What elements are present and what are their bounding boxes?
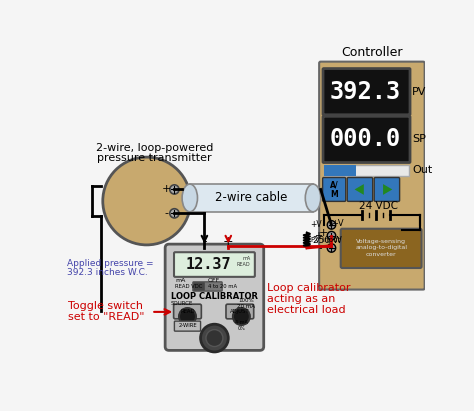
FancyBboxPatch shape (324, 165, 409, 175)
FancyBboxPatch shape (347, 178, 373, 201)
Text: 2-wire cable: 2-wire cable (215, 192, 288, 204)
FancyBboxPatch shape (190, 184, 313, 212)
FancyBboxPatch shape (193, 282, 222, 291)
FancyBboxPatch shape (319, 62, 425, 290)
Text: Voltage-sensing
analog-to-digital
converter: Voltage-sensing analog-to-digital conver… (355, 239, 407, 257)
Text: SP: SP (412, 134, 426, 144)
Text: PV: PV (412, 87, 427, 97)
FancyBboxPatch shape (324, 165, 356, 175)
FancyBboxPatch shape (341, 229, 421, 268)
FancyBboxPatch shape (193, 282, 205, 291)
FancyBboxPatch shape (226, 304, 254, 319)
Text: Loop calibrator: Loop calibrator (267, 283, 350, 293)
Text: mA
READ: mA READ (237, 256, 251, 267)
Text: 392.3 inches W.C.: 392.3 inches W.C. (66, 268, 147, 277)
FancyBboxPatch shape (173, 304, 201, 319)
Text: -: - (319, 243, 322, 253)
Text: +: + (314, 231, 322, 241)
Text: A/
M: A/ M (330, 180, 338, 199)
Text: ADJUST: ADJUST (230, 309, 250, 314)
Circle shape (170, 209, 179, 218)
Text: mA: mA (175, 278, 185, 283)
Text: LOOP CALIBRATOR: LOOP CALIBRATOR (171, 292, 258, 301)
Text: Controller: Controller (341, 46, 402, 58)
Circle shape (327, 244, 336, 252)
Text: SOURCE: SOURCE (170, 301, 192, 306)
Text: 2-WIRE: 2-WIRE (178, 323, 197, 328)
Text: 100%
20 mA: 100% 20 mA (237, 298, 255, 309)
Text: +V: +V (331, 219, 344, 228)
Text: +: + (162, 185, 172, 194)
Text: 4 to 20 mA: 4 to 20 mA (208, 284, 237, 289)
Text: +: + (319, 228, 328, 238)
Text: 12.37: 12.37 (185, 257, 231, 272)
Text: Toggle switch: Toggle switch (68, 301, 143, 311)
Circle shape (206, 330, 223, 346)
FancyBboxPatch shape (374, 178, 400, 201)
FancyBboxPatch shape (165, 244, 264, 351)
Circle shape (103, 157, 191, 245)
Text: 250 W: 250 W (313, 236, 342, 245)
Text: 4 mA
0%: 4 mA 0% (235, 320, 248, 331)
Text: set to "READ": set to "READ" (68, 312, 145, 321)
Text: electrical load: electrical load (267, 305, 346, 314)
Circle shape (179, 308, 196, 325)
Text: READ: READ (180, 309, 195, 314)
FancyBboxPatch shape (174, 252, 255, 277)
Text: 24 VDC: 24 VDC (358, 201, 398, 210)
Text: 000.0: 000.0 (329, 127, 401, 151)
Text: Applied pressure =: Applied pressure = (66, 259, 153, 268)
Text: -: - (202, 236, 207, 248)
FancyBboxPatch shape (323, 69, 410, 115)
FancyBboxPatch shape (174, 321, 201, 331)
Ellipse shape (305, 184, 321, 212)
Ellipse shape (182, 184, 198, 212)
Circle shape (233, 308, 250, 325)
Text: +: + (223, 236, 234, 248)
Text: Out: Out (412, 165, 433, 175)
FancyBboxPatch shape (323, 116, 410, 162)
Text: OFF: OFF (208, 278, 220, 283)
FancyBboxPatch shape (323, 178, 346, 201)
Circle shape (170, 185, 179, 194)
Polygon shape (383, 184, 392, 195)
Circle shape (201, 324, 228, 352)
Text: acting as an: acting as an (267, 294, 335, 304)
Polygon shape (355, 184, 364, 195)
Text: READ VDC: READ VDC (175, 284, 202, 289)
Text: -: - (164, 208, 169, 218)
Text: PV input: PV input (310, 237, 340, 243)
Text: +V: +V (310, 220, 322, 229)
Circle shape (327, 221, 336, 229)
Text: 392.3: 392.3 (329, 80, 401, 104)
Text: 2-wire, loop-powered: 2-wire, loop-powered (96, 143, 213, 153)
Circle shape (327, 231, 336, 240)
Text: pressure transmitter: pressure transmitter (97, 153, 212, 163)
